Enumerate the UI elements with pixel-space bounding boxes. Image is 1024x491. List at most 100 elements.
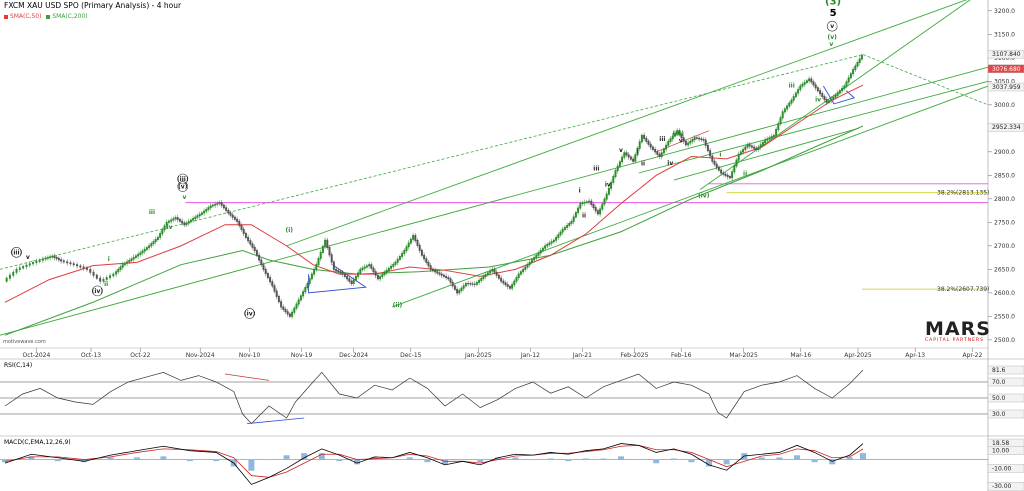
x-tick-label: Oct-22 [130, 352, 150, 359]
y-tick-label: 2750.0 [994, 219, 1015, 226]
macd-axis-box [987, 446, 1024, 455]
candle-body [249, 240, 252, 245]
candle-body [374, 271, 377, 276]
candle-body [46, 257, 49, 259]
candle-body [629, 156, 632, 160]
candle-body [783, 108, 786, 113]
macd-hist-bar [186, 459, 193, 462]
candle-body [654, 149, 657, 153]
macd-hist-bar [389, 459, 396, 461]
candle-body [348, 278, 351, 282]
candle-body [398, 255, 401, 260]
candle-body [572, 216, 575, 222]
macd-axis-label: 10.00 [992, 448, 1009, 455]
candle-body [429, 265, 432, 270]
candle-body [339, 271, 342, 274]
candle-body [614, 170, 617, 177]
x-tick-label: Dec-2024 [339, 352, 368, 359]
candle-body [458, 290, 461, 294]
candle-body [645, 137, 648, 142]
candle-body [167, 220, 170, 223]
wave-label: v [183, 194, 187, 201]
candle-body [447, 277, 450, 280]
candle-body [728, 176, 731, 179]
candle-body [550, 241, 553, 244]
candle-body [156, 236, 159, 240]
macd-hist-bar [81, 459, 88, 463]
macd-hist-bar [213, 459, 220, 462]
candle-body [816, 87, 819, 92]
candle-body [227, 209, 230, 214]
x-tick-label: Feb-2025 [620, 352, 648, 359]
candle-body [214, 203, 217, 206]
macd-hist-bar [442, 459, 448, 465]
rsi-axis-box [987, 393, 1024, 403]
macd-hist-bar [600, 458, 607, 461]
candle-body [559, 231, 562, 236]
candle-body [750, 145, 753, 148]
candle-body [260, 259, 263, 266]
candle-body [222, 204, 225, 209]
candle-body [682, 137, 685, 142]
candle-body [203, 210, 206, 214]
logo-main: MARS [925, 318, 991, 340]
candle-body [467, 283, 470, 285]
triangle-1 [308, 264, 368, 294]
candle-body [416, 239, 419, 246]
candle-body [405, 246, 408, 252]
candle-body [66, 261, 69, 264]
candle-body [638, 141, 641, 149]
candle-body [258, 254, 261, 261]
candle-body [746, 144, 749, 148]
candle-body [379, 276, 382, 280]
macd-hist-bar [301, 453, 308, 461]
candle-body [814, 84, 817, 89]
candle-body [28, 263, 31, 266]
candle-body [698, 137, 701, 140]
candle-body [731, 171, 734, 179]
candle-body [163, 225, 166, 231]
candle-body [761, 141, 764, 146]
macd-hist-bar [846, 457, 853, 461]
candle-body [678, 130, 681, 135]
candle-body [38, 259, 41, 262]
x-tick-label: Nov-2024 [186, 352, 215, 359]
wave-label-circle [177, 181, 189, 192]
sma50-label: SMA(C,50) [9, 13, 42, 20]
macd-hist-bar [688, 459, 695, 463]
candle-body [225, 207, 228, 211]
wave-label: i [637, 148, 639, 155]
candle-body [313, 268, 316, 275]
x-tick-label: Jan-21 [572, 352, 592, 359]
candle-body [605, 193, 608, 200]
candle-body [401, 253, 404, 257]
candle-body [836, 92, 839, 96]
candle-body [343, 273, 346, 277]
candle-body [431, 268, 434, 272]
price-label: 3076.680 [992, 66, 1021, 73]
wave-label: (3) [825, 0, 841, 8]
candle-body [854, 65, 857, 71]
x-tick-label: Nov-10 [239, 352, 261, 359]
candle-body [132, 257, 135, 260]
candle-body [440, 273, 443, 276]
candle-body [825, 99, 828, 103]
macd-hist-bar [653, 459, 660, 464]
macd-hist-bar [2, 459, 8, 463]
candle-body [775, 129, 778, 136]
candle-body [673, 132, 676, 137]
candle-body [625, 152, 628, 156]
candle-body [244, 232, 247, 238]
wave-label: 5 [830, 8, 837, 19]
candle-body [539, 250, 542, 254]
macd-hist-bar [28, 456, 35, 461]
candle-body [288, 313, 291, 317]
candle-body [482, 275, 485, 279]
candle-body [438, 272, 441, 275]
macd-hist-bar [829, 459, 836, 465]
candle-body [607, 187, 610, 195]
macd-hist-bar [477, 459, 484, 463]
candle-body [858, 58, 861, 63]
candle-body [702, 139, 705, 141]
